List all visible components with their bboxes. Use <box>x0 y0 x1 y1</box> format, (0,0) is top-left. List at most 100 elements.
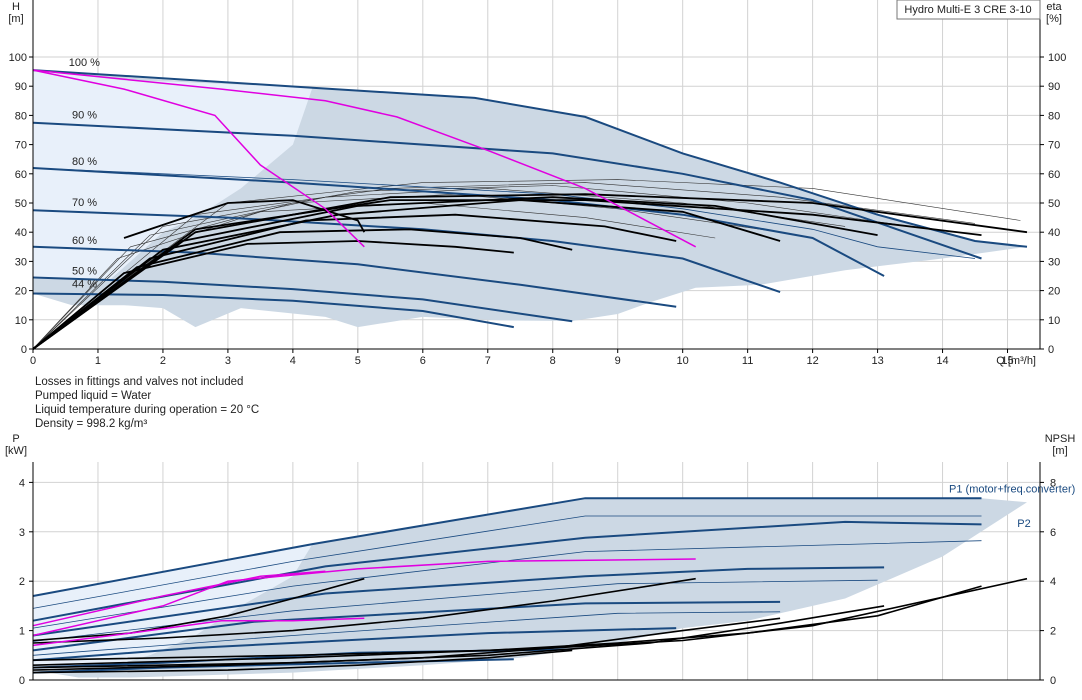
y2-tick-label: 10 <box>1048 315 1060 327</box>
y-tick-label: 60 <box>15 169 27 181</box>
annotation-density: Density = 998.2 kg/m³ <box>35 418 148 430</box>
product-label: Hydro Multi-E 3 CRE 3-10 <box>904 4 1031 16</box>
npsh-curve <box>32 585 982 661</box>
y-tick-label: 10 <box>15 315 27 327</box>
power-curve <box>32 520 982 622</box>
speed-label: 50 % <box>72 266 97 278</box>
y-tick-label: 100 <box>9 52 27 64</box>
x-tick-label: 10 <box>677 355 689 367</box>
speed-label: 70 % <box>72 197 97 209</box>
product-label-box <box>896 0 1041 20</box>
efficiency-curve <box>32 240 514 350</box>
head-chart: 100 %90 %80 %70 %60 %50 %44 %0 1 2 3 4 5 6 7 8 9 1… <box>8 0 1066 367</box>
qh-curve <box>32 292 514 329</box>
qh-curve <box>32 245 677 308</box>
qh-curve <box>32 121 982 260</box>
x-tick-label: 7 <box>485 355 491 367</box>
system-power-curve <box>32 617 365 647</box>
annotation-losses: Losses in fittings and valves not includ… <box>35 376 244 388</box>
y2-tick-label: 70 <box>1048 140 1060 152</box>
efficiency-curve <box>123 199 366 239</box>
power-curve <box>32 497 982 597</box>
operating-range-area <box>33 498 1027 678</box>
efficiency-curve-thin <box>32 182 976 350</box>
npsh-curve <box>32 577 696 644</box>
y2-tick-label: 60 <box>1048 169 1060 181</box>
y-tick-label: 4 <box>19 477 25 489</box>
qh-curve <box>32 167 976 259</box>
x-tick-label: 12 <box>806 355 818 367</box>
efficiency-curve <box>32 196 878 350</box>
npsh-curve <box>32 577 365 642</box>
y2-tick-label: 50 <box>1048 198 1060 210</box>
x-tick-label: 9 <box>615 355 621 367</box>
y2-tick-label: 8 <box>1050 477 1056 489</box>
y2-tick-label: 0 <box>1048 344 1054 356</box>
x-tick-label: 15 <box>1001 355 1013 367</box>
y2-tick-label: 4 <box>1050 576 1056 588</box>
x-tick-label: 3 <box>225 355 231 367</box>
power-curve <box>32 540 982 629</box>
y-axis-label: P <box>12 433 19 445</box>
y-tick-label: 80 <box>15 110 27 122</box>
y-tick-label: 90 <box>15 81 27 93</box>
y-tick-label: 1 <box>19 626 25 638</box>
x-tick-label: 13 <box>871 355 883 367</box>
x-axis-label: Q [m³/h] <box>996 355 1036 367</box>
system-power-curve <box>32 570 326 627</box>
y-axis-label: H <box>12 1 20 13</box>
efficiency-curve <box>32 228 573 350</box>
annotation-liquid: Pumped liquid = Water <box>35 390 152 402</box>
efficiency-curve <box>32 213 677 350</box>
npsh-curve <box>32 649 573 674</box>
npsh-curve <box>32 617 781 671</box>
x-tick-label: 8 <box>550 355 556 367</box>
x-tick-label: 14 <box>936 355 948 367</box>
power-chart: P1 (motor+freq.converter) P2 0 1 2 3 4 0 2 4 6 8 P[k… <box>5 433 1075 687</box>
x-tick-label: 6 <box>420 355 426 367</box>
y-tick-label: 20 <box>15 286 27 298</box>
y-tick-label: 2 <box>19 576 25 588</box>
speed-label: 90 % <box>72 109 97 121</box>
npsh-curve <box>32 605 885 669</box>
system-curve <box>32 69 365 248</box>
y2-tick-label: 100 <box>1048 52 1066 64</box>
y2-tick-label: 20 <box>1048 286 1060 298</box>
y-tick-label: 40 <box>15 227 27 239</box>
speed-label: 100 % <box>69 57 100 69</box>
power-curve <box>32 579 878 642</box>
y2-tick-label: 30 <box>1048 256 1060 268</box>
efficiency-curve-thin <box>32 193 781 350</box>
y-tick-label: 3 <box>19 527 25 539</box>
x-tick-label: 5 <box>355 355 361 367</box>
x-tick-label: 4 <box>290 355 296 367</box>
y-axis-label: [m] <box>8 13 23 25</box>
power-curve-label: P1 (motor+freq.converter) <box>949 483 1075 495</box>
y2-tick-label: 40 <box>1048 227 1060 239</box>
speed-label: 44 % <box>72 279 97 291</box>
y-axis-label: [kW] <box>5 445 27 457</box>
npsh-curve <box>32 577 1028 666</box>
x-tick-label: 1 <box>95 355 101 367</box>
power-curve <box>32 627 677 662</box>
y-tick-label: 0 <box>19 675 25 687</box>
y2-axis-label: eta <box>1046 1 1062 13</box>
y2-tick-label: 80 <box>1048 110 1060 122</box>
speed-label: 60 % <box>72 235 97 247</box>
annotation-temperature: Liquid temperature during operation = 20… <box>35 404 260 416</box>
y-tick-label: 50 <box>15 198 27 210</box>
x-tick-label: 11 <box>742 355 753 367</box>
efficiency-curve-thin <box>32 179 1021 350</box>
power-curve <box>32 515 982 609</box>
y2-tick-label: 2 <box>1050 626 1056 638</box>
power-curve-label: P2 <box>1017 518 1030 530</box>
y2-tick-label: 90 <box>1048 81 1060 93</box>
power-curve <box>32 611 781 656</box>
power-curve <box>32 600 781 652</box>
y2-axis-label: [m] <box>1052 445 1067 457</box>
x-tick-label: 0 <box>30 355 36 367</box>
y-tick-label: 0 <box>21 344 27 356</box>
y2-axis-label: [%] <box>1046 13 1062 25</box>
y2-tick-label: 6 <box>1050 527 1056 539</box>
